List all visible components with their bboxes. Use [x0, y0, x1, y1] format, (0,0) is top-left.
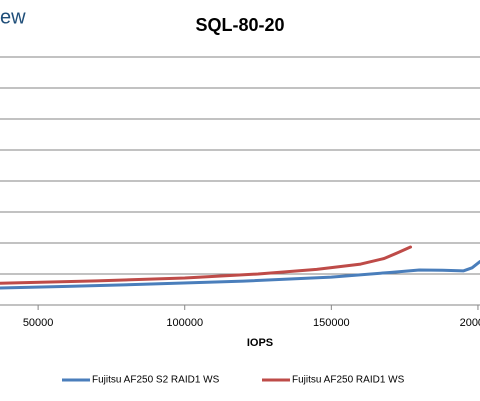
legend-label: Fujitsu AF250 S2 RAID1 WS [92, 375, 220, 386]
legend-label: Fujitsu AF250 RAID1 WS [292, 375, 405, 386]
watermark: ew [0, 6, 26, 28]
chart-title: SQL-80-20 [195, 15, 284, 35]
x-axis-label: IOPS [247, 337, 273, 349]
series-line [0, 245, 413, 285]
x-tick-label: 150000 [313, 317, 350, 329]
x-tick-label: 200000 [460, 317, 480, 329]
x-tick-label: 50000 [23, 317, 54, 329]
series-line [0, 260, 480, 290]
x-tick-label: 100000 [166, 317, 203, 329]
